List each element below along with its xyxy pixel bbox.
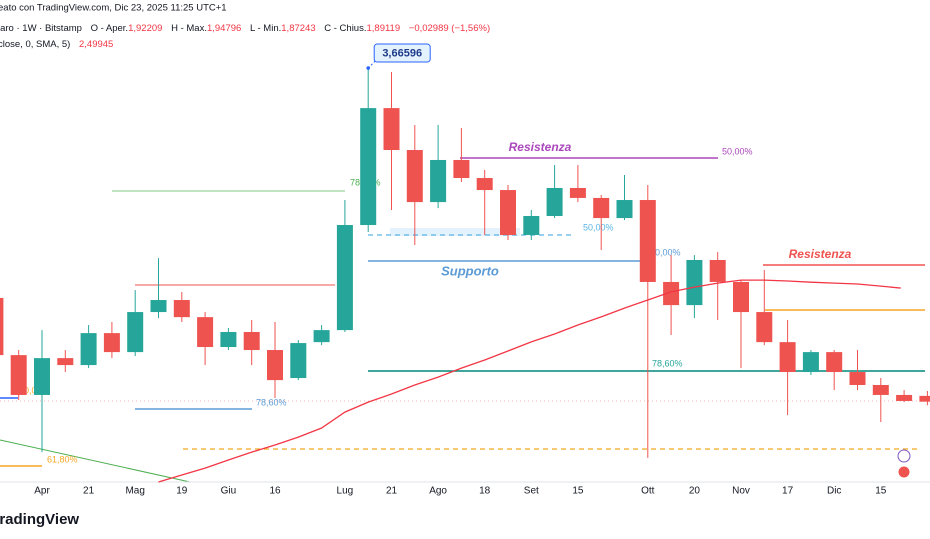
legend-value: 1,92209 [128, 23, 162, 34]
sma-legend: close, 0, SMA, 5) 2,49945 [0, 39, 113, 50]
x-tick-label: 16 [269, 486, 281, 497]
candle-body [0, 297, 4, 356]
candle-body [733, 281, 749, 313]
candle-body [383, 108, 400, 151]
candle-body [500, 190, 516, 235]
callout-label: 3,66596 [382, 47, 422, 59]
callout-dot [366, 66, 371, 70]
fib-label: 0,00% [655, 247, 681, 257]
symbol-legend: laro · 1W · Bitstamp O - Aper.1,92209 H … [0, 23, 490, 34]
x-tick-label: Ott [641, 486, 655, 497]
symbol: laro · 1W · Bitstamp [0, 23, 82, 34]
x-tick-label: 18 [479, 486, 491, 497]
candle-body [430, 159, 447, 203]
zone [390, 228, 520, 236]
candle-body [802, 352, 819, 373]
candle-body [10, 355, 27, 395]
x-tick-label: 15 [875, 486, 887, 497]
x-tick-label: 15 [572, 486, 584, 497]
candle-body [919, 395, 930, 402]
icon[interactable] [897, 449, 911, 463]
candle-body [546, 187, 563, 216]
legend-value: 2,49945 [79, 39, 113, 50]
candle-body [593, 197, 610, 219]
fib-label: 50,00% [722, 146, 753, 156]
drawings: Resistenza 50,00% Resistenza Supporto 50… [0, 140, 925, 483]
legend-key: H - Max. [171, 23, 207, 34]
fib-label: 78,60% [256, 397, 287, 407]
candle-body [569, 187, 586, 198]
logo: TradingView [0, 511, 79, 528]
candle-body [197, 317, 214, 348]
candle-body [406, 150, 423, 203]
candle-body [173, 300, 190, 318]
candle-body [34, 358, 50, 395]
candle-body [80, 333, 97, 366]
legend-key: O - Aper. [91, 23, 129, 34]
x-tick-label: 20 [689, 486, 701, 497]
annotation: Resistenza [509, 140, 572, 154]
annotation: Resistenza [789, 247, 852, 261]
x-tick-label: Ago [429, 486, 447, 497]
x-tick-label: 17 [782, 486, 794, 497]
candle-body [290, 343, 307, 379]
x-tick-label: Mag [125, 486, 144, 497]
legend-change: −0,02989 (−1,56%) [409, 23, 490, 34]
x-tick-label: Apr [34, 486, 50, 497]
fib-label: 50,00% [583, 222, 614, 232]
legend-value: 1,89119 [366, 23, 400, 34]
trend-line [0, 439, 191, 483]
candle-body [127, 312, 144, 353]
candle-body [453, 159, 470, 179]
candle-body [220, 331, 237, 348]
legend-key: C - Chius. [324, 23, 366, 34]
candle-body [756, 312, 773, 343]
icon[interactable] [897, 465, 911, 479]
fib-label: 78,60% [652, 358, 683, 368]
candle-body [639, 200, 656, 282]
x-tick-label: Dic [827, 486, 841, 497]
candle-body [779, 342, 796, 373]
candle-body [849, 372, 866, 385]
x-tick-label: 21 [83, 486, 95, 497]
candle-body [243, 331, 260, 351]
candle-body [523, 215, 540, 235]
x-tick-label: Lug [337, 486, 354, 497]
annotation: Supporto [441, 263, 499, 278]
candle-body [313, 330, 330, 343]
candle-body [616, 200, 633, 219]
callout-box [373, 43, 431, 63]
legend-key: L - Min. [250, 23, 281, 34]
candle-body [709, 259, 726, 282]
x-tick-label: 21 [386, 486, 398, 497]
candle-body [267, 350, 283, 381]
x-tick-label: Giu [221, 486, 237, 497]
candle-body [663, 281, 680, 306]
legend-value: 1,94796 [207, 23, 241, 34]
fib-label: 61,80% [47, 454, 78, 464]
x-tick-label: 19 [176, 486, 188, 497]
candle-body [360, 108, 377, 226]
x-tick-label: Set [524, 486, 539, 497]
candle-body [476, 178, 493, 191]
candle-body [686, 259, 703, 306]
candle-body [103, 333, 120, 353]
header-line: eato con TradingView.com, Dic 23, 2025 1… [0, 3, 227, 14]
x-tick-label: Nov [732, 486, 750, 497]
candle-body [872, 384, 889, 395]
candle-body [826, 352, 843, 373]
candle-body [896, 394, 913, 401]
legend-key: close, 0, SMA, 5) [0, 39, 70, 50]
candle-body [150, 300, 167, 313]
legend-value: 1,87243 [281, 23, 315, 34]
candle-body [336, 225, 353, 331]
candles [0, 68, 930, 458]
sma-line [158, 279, 901, 483]
candle-body [57, 358, 74, 366]
